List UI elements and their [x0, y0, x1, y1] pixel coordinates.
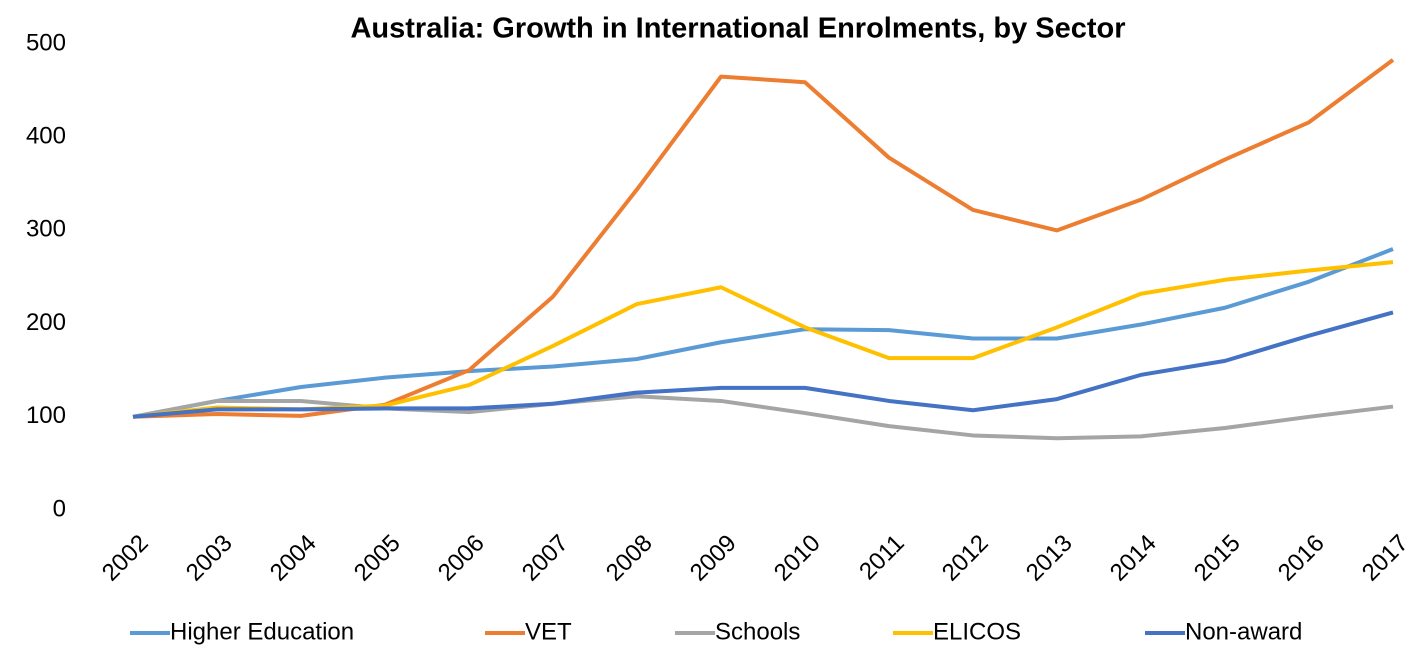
y-tick-label: 400	[26, 123, 66, 150]
x-tick-label: 2008	[601, 530, 658, 587]
x-tick-label: 2005	[349, 530, 406, 587]
y-tick-label: 500	[26, 29, 66, 56]
x-tick-label: 2017	[1357, 530, 1414, 587]
chart-title: Australia: Growth in International Enrol…	[350, 13, 1125, 45]
x-tick-label: 2015	[1189, 530, 1246, 587]
legend-label: ELICOS	[933, 618, 1021, 645]
x-tick-label: 2011	[854, 530, 910, 586]
x-tick-label: 2002	[97, 530, 154, 587]
x-tick-label: 2006	[433, 530, 490, 587]
x-tick-label: 2014	[1105, 530, 1162, 587]
legend-label: VET	[525, 618, 572, 645]
x-tick-label: 2010	[769, 530, 826, 587]
x-tick-label: 2007	[517, 530, 574, 587]
legend-label: Higher Education	[170, 618, 354, 645]
x-tick-label: 2013	[1021, 530, 1078, 587]
line-series	[132, 247, 1394, 419]
line-series	[132, 260, 1394, 419]
y-tick-label: 300	[26, 216, 66, 243]
x-tick-label: 2012	[937, 530, 994, 587]
x-tick-label: 2016	[1273, 530, 1330, 587]
x-tick-label: 2004	[265, 530, 322, 587]
y-tick-label: 0	[53, 495, 66, 522]
line-series	[132, 310, 1394, 419]
x-tick-label: 2009	[685, 530, 742, 587]
legend-label: Schools	[715, 618, 800, 645]
x-tick-label: 2003	[181, 530, 238, 587]
legend-label: Non-award	[1185, 618, 1302, 645]
line-series	[132, 394, 1394, 441]
y-tick-label: 100	[26, 402, 66, 429]
y-tick-label: 200	[26, 309, 66, 336]
